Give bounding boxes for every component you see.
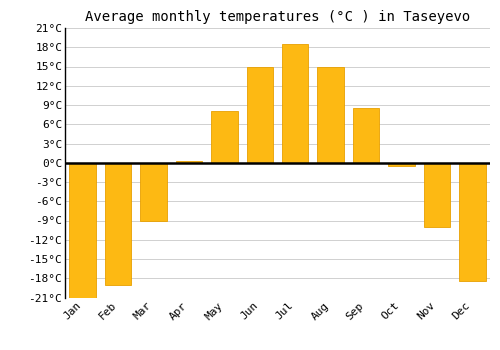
Bar (105, 163, 132, 285)
Bar (140, 163, 167, 220)
Bar (246, 66, 273, 163)
Bar (424, 163, 450, 227)
Bar (318, 66, 344, 163)
Title: Average monthly temperatures (°C ) in Taseyevo: Average monthly temperatures (°C ) in Ta… (85, 10, 470, 24)
Bar (282, 44, 308, 163)
Bar (388, 163, 414, 166)
Bar (459, 163, 485, 281)
Bar (211, 111, 238, 163)
Bar (176, 161, 202, 163)
Bar (353, 108, 380, 163)
Bar (70, 163, 96, 298)
